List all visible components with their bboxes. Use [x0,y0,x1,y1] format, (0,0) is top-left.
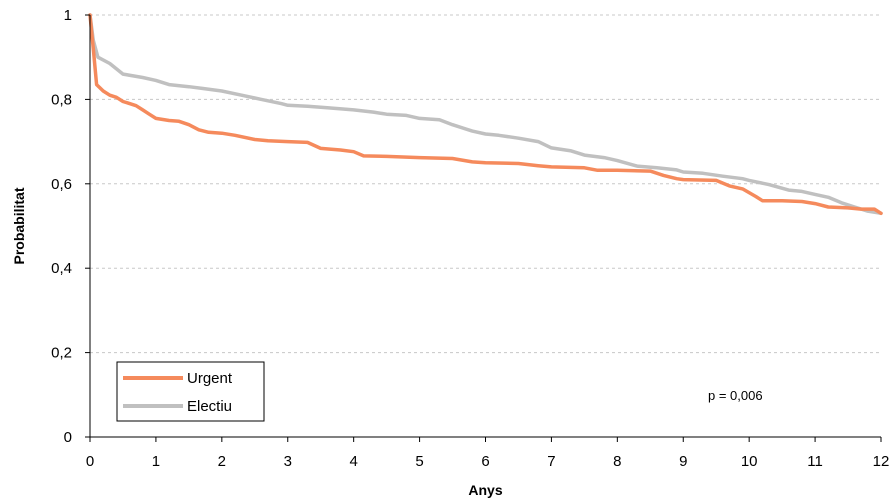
x-tick-label: 12 [873,453,890,470]
y-axis-title: Probabilitat [11,187,27,264]
x-tick-label: 4 [349,453,357,470]
series-line-urgent [88,13,883,216]
p-value-annotation: p = 0,006 [708,388,763,403]
x-tick-label: 2 [218,453,226,470]
x-tick-label: 0 [86,453,94,470]
y-tick-label: 0,2 [51,345,72,362]
y-tick-label: 0,8 [51,91,72,108]
tick-layer: 00,20,40,60,810 1 2 3 4 5 6 7 8 9 10 11 12 [51,7,889,470]
x-tick-label: 9 [679,453,687,470]
series-line-electiu [88,13,883,216]
legend: Urgent Electiu [116,361,265,422]
y-tick-label: 0 [64,429,72,446]
legend-box [116,361,265,422]
y-tick-label: 0,6 [51,176,72,193]
x-axis-title: Anys [468,482,502,498]
y-tick-label: 1 [64,7,72,24]
x-tick-label: 11 [807,453,823,470]
x-tick-label: 7 [547,453,555,470]
legend-label-urgent: Urgent [187,370,233,387]
x-tick-label: 3 [284,453,292,470]
y-tick-label: 0,4 [51,260,72,277]
x-tick-label: 10 [741,453,758,470]
x-tick-label: 6 [481,453,489,470]
series-layer [88,13,883,216]
x-tick-label: 8 [613,453,621,470]
x-tick-label: 1 [152,453,160,470]
legend-label-electiu: Electiu [187,398,232,415]
x-tick-label: 5 [415,453,423,470]
